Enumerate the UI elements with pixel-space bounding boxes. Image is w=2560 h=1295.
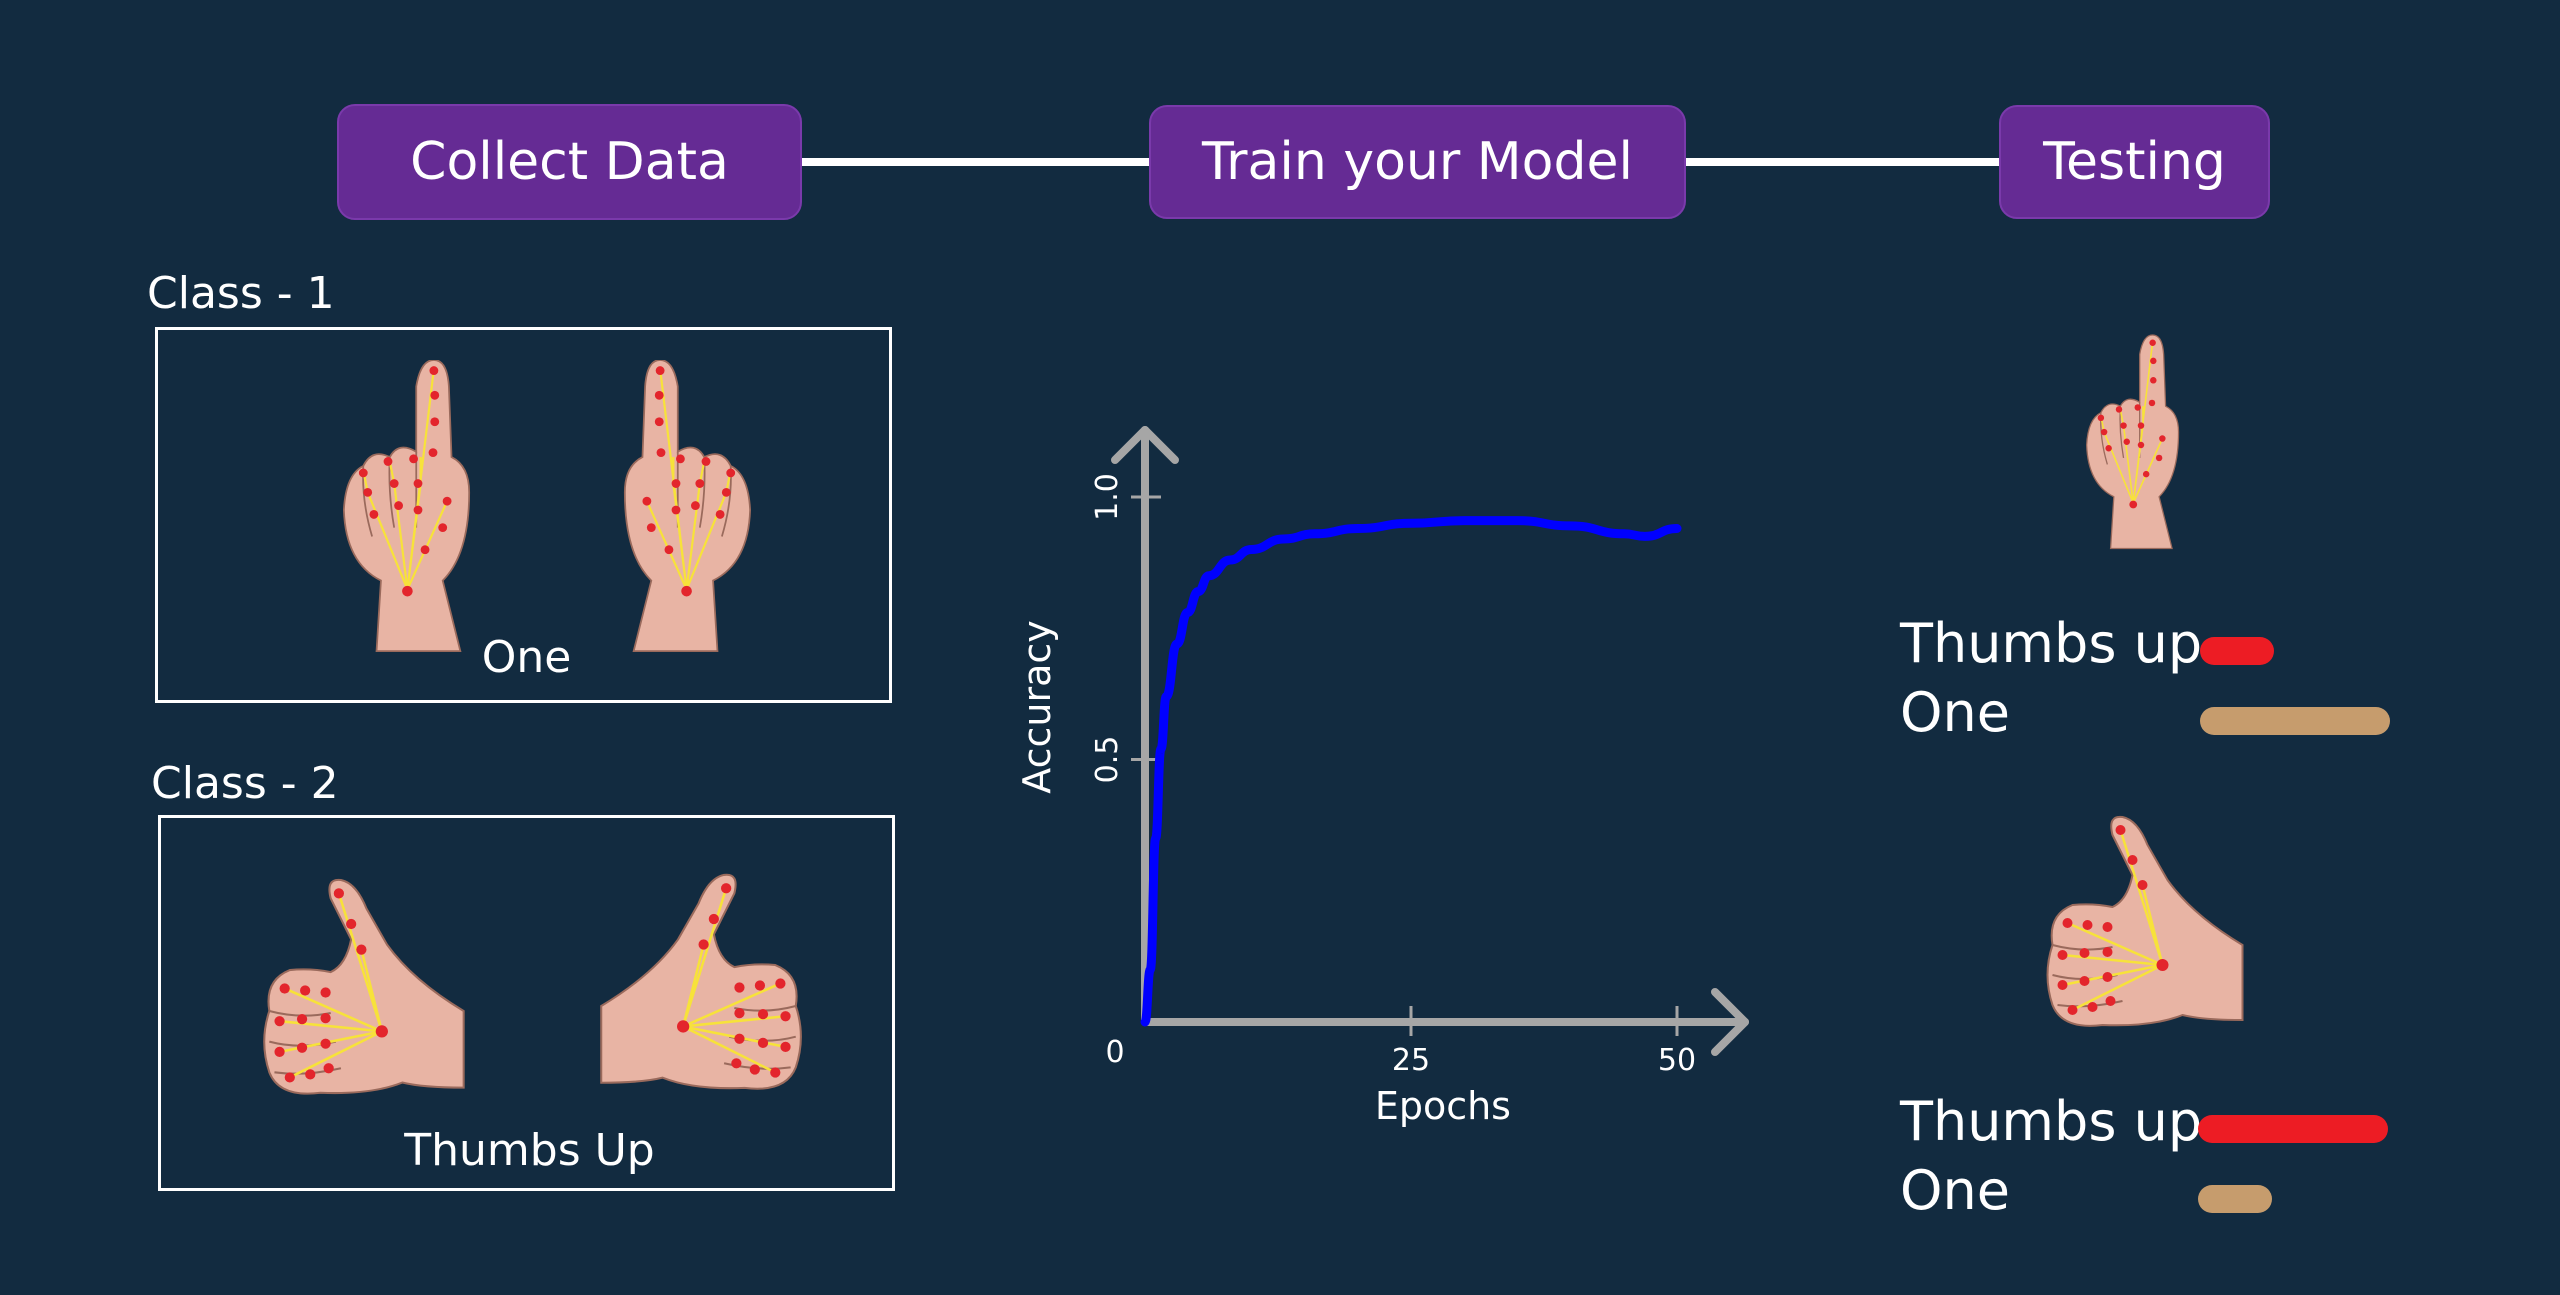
connector-line (1680, 158, 2010, 166)
test-hand-one-image (2085, 334, 2180, 550)
accuracy-chart: 25 50 0.5 1.0 0 Epochs Accuracy (1015, 426, 1749, 1128)
y-axis-label: Accuracy (1015, 620, 1059, 794)
x-axis-label: Epochs (1375, 1084, 1511, 1128)
y-tick-label: 1.0 (1090, 473, 1125, 521)
prediction-label: One (1900, 681, 2010, 744)
step-label: Train your Model (1202, 132, 1633, 192)
test-hand-thumbs-up-image (2046, 815, 2244, 1028)
class-1-box: One (155, 327, 892, 703)
step-label: Testing (2043, 132, 2226, 192)
step-train-model[interactable]: Train your Model (1149, 105, 1686, 219)
step-label: Collect Data (410, 132, 729, 192)
prediction-bar (2198, 1185, 2272, 1213)
x-axis-arrow (1711, 988, 1749, 1056)
prediction-bar (2198, 1115, 2388, 1143)
step-testing[interactable]: Testing (1999, 105, 2270, 219)
y-tick-label: 0.5 (1090, 736, 1125, 784)
prediction-bar (2200, 637, 2274, 665)
class-1-label: Class - 1 (147, 268, 335, 319)
origin-label: 0 (1105, 1035, 1124, 1070)
class-2-caption: Thumbs Up (404, 1125, 655, 1176)
class-2-label: Class - 2 (151, 758, 339, 809)
hand-thumbs-up-image (599, 873, 803, 1091)
hand-one-image (623, 360, 752, 653)
prediction-label: One (1900, 1159, 2010, 1222)
accuracy-line (1140, 516, 1682, 1027)
x-tick-label: 50 (1658, 1043, 1696, 1078)
prediction-bar (2200, 707, 2390, 735)
y-axis-arrow (1111, 426, 1179, 464)
connector-line (790, 158, 1160, 166)
step-collect-data[interactable]: Collect Data (337, 104, 802, 220)
x-tick-label: 25 (1392, 1043, 1430, 1078)
hand-thumbs-up-image (262, 878, 465, 1095)
prediction-label: Thumbs up (1900, 612, 2203, 675)
class-1-caption: One (481, 632, 572, 683)
prediction-label: Thumbs up (1900, 1090, 2203, 1153)
hand-one-image (342, 360, 471, 653)
class-2-box: Thumbs Up (158, 815, 895, 1191)
